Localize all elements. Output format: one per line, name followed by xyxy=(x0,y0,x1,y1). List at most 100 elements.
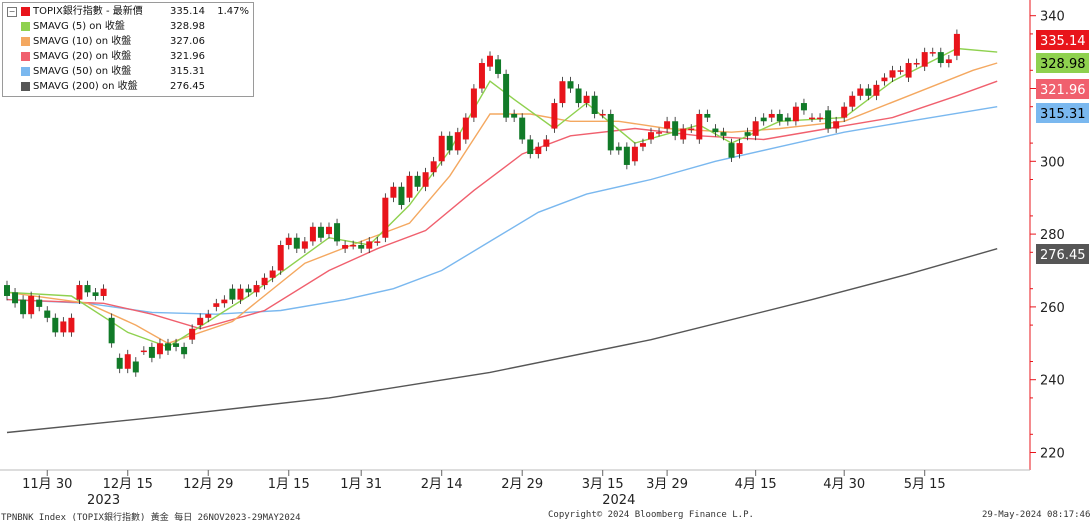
candle-body xyxy=(173,343,180,347)
candle-body xyxy=(849,95,856,107)
legend-item-sma200: SMAVG (200) on 收盤 276.45 xyxy=(3,80,253,94)
legend-value: 327.06 xyxy=(170,36,205,47)
candle-body xyxy=(945,59,952,64)
x-tick-label: 1月 31 xyxy=(340,477,382,492)
candle-body xyxy=(760,117,767,122)
price-tag-value: 328.98 xyxy=(1040,57,1086,72)
candle-body xyxy=(744,132,751,136)
legend-item-sma20: SMAVG (20) on 收盤 321.96 xyxy=(3,50,253,64)
x-tick-label: 11月 30 xyxy=(22,477,72,492)
collapse-icon[interactable]: − xyxy=(7,7,17,17)
candle-body xyxy=(607,113,614,151)
legend-label: TOPIX銀行指數 - 最新價 xyxy=(33,6,143,17)
price-tag-value: 315.31 xyxy=(1040,107,1086,122)
legend-swatch xyxy=(21,22,30,31)
candle-body xyxy=(519,117,526,140)
x-year-label: 2024 xyxy=(602,493,635,508)
legend-label: SMAVG (50) on 收盤 xyxy=(33,66,132,77)
candle-body xyxy=(929,52,936,54)
candle-body xyxy=(752,121,759,136)
candle-body xyxy=(52,317,59,333)
candle-body xyxy=(454,132,461,151)
candle-body xyxy=(953,33,960,56)
legend-swatch xyxy=(21,37,30,46)
legend-swatch xyxy=(21,82,30,91)
candle-body xyxy=(495,59,502,74)
candle-body xyxy=(358,245,365,249)
candle-body xyxy=(285,237,292,246)
candle-body xyxy=(551,103,558,129)
candle-body xyxy=(124,354,131,369)
legend-item-sma50: SMAVG (50) on 收盤 315.31 xyxy=(3,65,253,79)
candle-body xyxy=(462,117,469,140)
candle-body xyxy=(841,106,848,118)
candle-body xyxy=(696,113,703,140)
candle-body xyxy=(140,350,147,353)
x-year-label: 2023 xyxy=(87,493,120,508)
candle-body xyxy=(334,223,341,242)
candle-body xyxy=(575,88,582,104)
candle-body xyxy=(857,88,864,96)
candle-body xyxy=(487,55,493,67)
footer-copyright: Copyright© 2024 Bloomberg Finance L.P. xyxy=(548,510,754,520)
candle-body xyxy=(165,343,171,351)
candle-body xyxy=(446,135,453,151)
candle-body xyxy=(181,346,188,355)
candle-body xyxy=(60,321,67,333)
candle-body xyxy=(905,63,912,78)
y-tick-label: 220 xyxy=(1040,447,1065,462)
x-tick-label: 12月 29 xyxy=(183,477,233,492)
price-tag-value: 276.45 xyxy=(1040,248,1086,263)
candle-body xyxy=(865,88,872,96)
candle-body xyxy=(470,88,477,118)
candle-body xyxy=(350,245,357,247)
candle-body xyxy=(583,95,590,104)
candle-body xyxy=(342,245,349,249)
candle-body xyxy=(317,226,324,238)
candle-body xyxy=(309,226,316,242)
candle-body xyxy=(833,121,840,129)
candle-body xyxy=(937,52,944,64)
candle-body xyxy=(873,84,880,96)
legend-swatch xyxy=(21,52,30,61)
candle-body xyxy=(913,63,920,65)
candle-body xyxy=(229,288,236,300)
candle-body xyxy=(68,317,75,333)
footer-source: TPNBNK Index (TOPIX銀行指數) 黃金 每日 26NOV2023… xyxy=(1,513,301,523)
candle-body xyxy=(116,357,123,369)
candle-body xyxy=(664,121,671,129)
legend-value: 328.98 xyxy=(170,21,205,32)
x-tick-label: 2月 14 xyxy=(421,477,463,492)
candle-body xyxy=(527,139,534,155)
candle-body xyxy=(148,346,155,358)
candle-body xyxy=(197,317,204,326)
candle-body xyxy=(478,63,485,89)
candle-body xyxy=(100,288,107,296)
legend-swatch xyxy=(21,67,30,76)
candle-body xyxy=(921,52,928,67)
candle-body xyxy=(430,161,437,173)
legend: − TOPIX銀行指數 - 最新價 335.14 1.47% SMAVG (5)… xyxy=(2,2,254,97)
x-tick-label: 5月 15 xyxy=(904,477,946,492)
price-tag-value: 321.96 xyxy=(1040,83,1086,98)
candle-body xyxy=(108,317,115,344)
candle-body xyxy=(213,303,220,307)
series-line-5 xyxy=(6,248,998,434)
legend-label: SMAVG (20) on 收盤 xyxy=(33,51,132,62)
x-tick-label: 1月 15 xyxy=(268,477,310,492)
candle-body xyxy=(776,113,783,122)
legend-value: 335.14 xyxy=(170,6,205,17)
candle-body xyxy=(736,143,743,155)
candle-body xyxy=(623,146,630,165)
series-line-4 xyxy=(6,106,998,315)
price-tag-box xyxy=(1036,79,1089,99)
y-tick-label: 340 xyxy=(1040,10,1065,25)
legend-item-sma10: SMAVG (10) on 收盤 327.06 xyxy=(3,35,253,49)
footer-timestamp: 29-May-2024 08:17:46 xyxy=(982,510,1090,520)
candle-body xyxy=(326,226,332,235)
candle-body xyxy=(728,143,735,158)
candle-body xyxy=(390,186,397,198)
candle-body xyxy=(156,343,163,355)
candle-body xyxy=(261,277,268,286)
